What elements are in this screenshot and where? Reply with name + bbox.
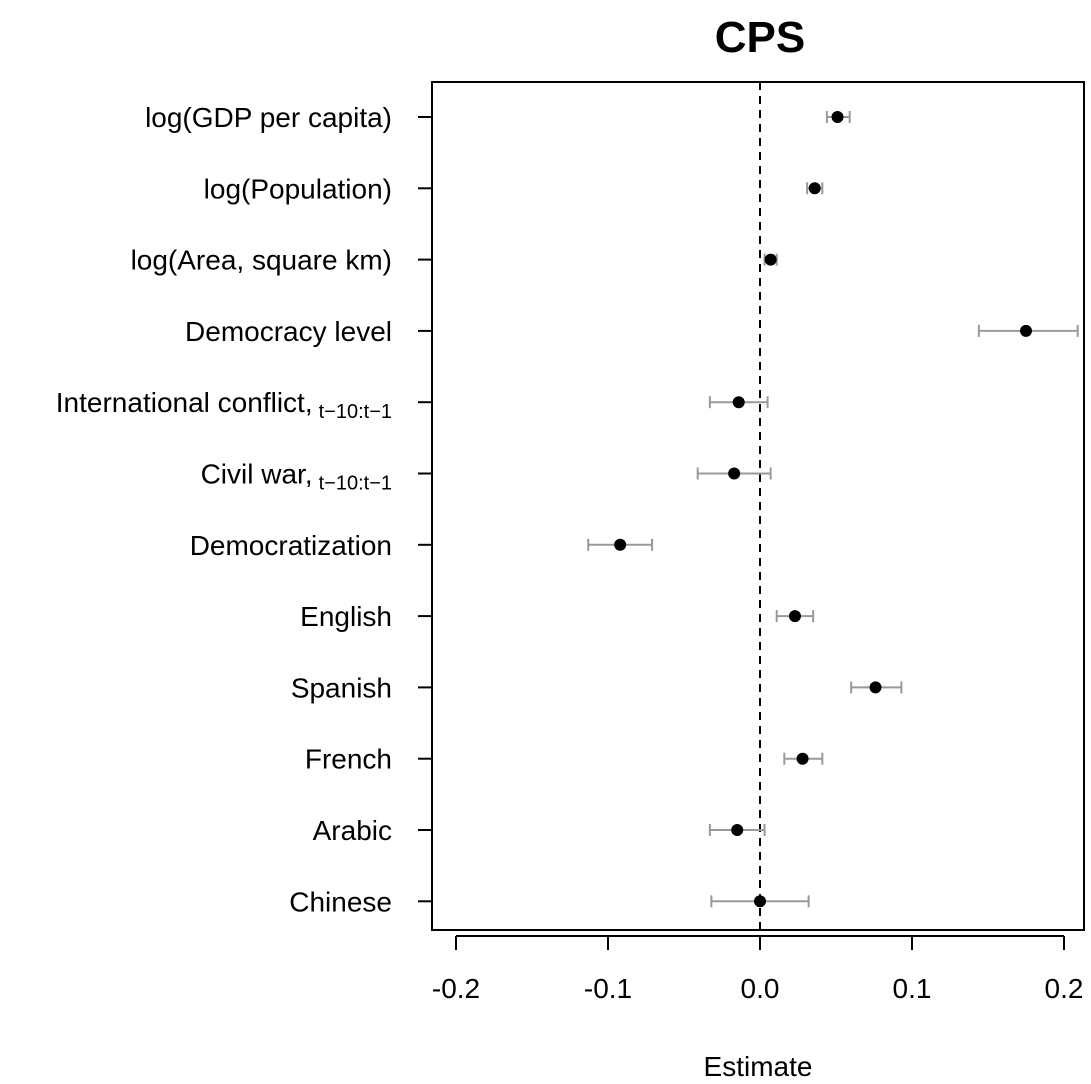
estimate-point <box>1020 324 1032 337</box>
estimate-point <box>754 895 766 908</box>
estimate-point <box>796 752 809 765</box>
estimate-point <box>788 610 801 623</box>
y-tick-label: Chinese <box>289 886 392 917</box>
x-tick-label: 0.2 <box>1045 973 1084 1004</box>
y-tick-label: Civil war, t−10:t−1 <box>201 459 392 495</box>
y-tick-label: Democratization <box>190 530 392 561</box>
estimate-point <box>869 681 882 694</box>
y-tick-label: Arabic <box>313 815 392 846</box>
estimate-point <box>731 824 744 836</box>
x-tick-label: 0.1 <box>893 973 932 1004</box>
estimate-point <box>808 182 821 195</box>
y-tick-label: Spanish <box>291 672 392 703</box>
y-tick-label: log(Population) <box>204 173 392 204</box>
estimate-point <box>614 538 627 551</box>
y-tick-label: Democracy level <box>185 316 392 347</box>
estimate-point <box>764 253 777 266</box>
estimate-point <box>732 396 745 409</box>
y-tick-label: International conflict, t−10:t−1 <box>56 387 392 423</box>
x-axis-label: Estimate <box>704 1051 813 1082</box>
y-tick-label: log(Area, square km) <box>131 245 392 276</box>
estimate-point <box>728 467 741 480</box>
chart-title: CPS <box>715 13 805 62</box>
estimate-point <box>831 111 844 123</box>
y-tick-label: English <box>300 601 392 632</box>
y-tick-label: log(GDP per capita) <box>145 102 392 133</box>
x-tick-label: -0.2 <box>432 973 480 1004</box>
x-tick-label: -0.1 <box>584 973 632 1004</box>
plot-frame <box>431 81 1085 931</box>
y-tick-label: French <box>305 744 392 775</box>
x-tick-label: 0.0 <box>741 973 780 1004</box>
